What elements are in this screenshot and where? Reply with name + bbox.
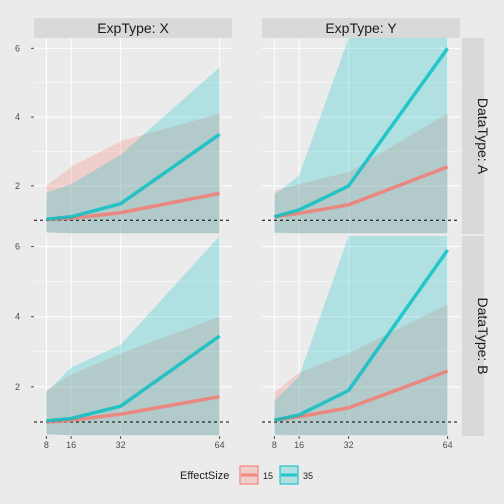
panel-background (34, 38, 232, 234)
ribbon-effectsize-35 (46, 236, 220, 436)
legend-item-label: 15 (263, 471, 273, 481)
x-tick-label: 16 (294, 440, 304, 450)
panel-2-1: 2 4 6 8 16 32 64 (15, 236, 232, 450)
column-strip-label: ExpType: X (97, 20, 169, 36)
legend-title: EffectSize (180, 470, 229, 482)
y-tick-label: 4 (15, 312, 20, 322)
row-strip-1: DataType: A (462, 38, 491, 234)
column-strip-bg (262, 18, 460, 38)
panel-plot-area (262, 38, 460, 234)
column-strip-1: ExpType: X (34, 18, 232, 38)
panel-background (34, 236, 232, 436)
panel-plot-area (34, 67, 232, 234)
x-tick-label: 32 (344, 440, 354, 450)
legend-item-15: 15 (239, 465, 273, 485)
y-tick-label: 2 (15, 181, 20, 191)
x-tick-label: 8 (272, 440, 277, 450)
line-effectsize-35 (273, 47, 450, 219)
column-strip-2: ExpType: Y (262, 18, 460, 38)
row-strip-bg (462, 38, 484, 234)
panel-1-1: 2 4 6 (15, 38, 232, 234)
y-tick-label: 6 (15, 43, 20, 53)
legend-item-label: 35 (303, 471, 313, 481)
ribbon-effectsize-35 (46, 67, 220, 234)
y-tick-label: 6 (15, 242, 20, 252)
x-tick-label: 64 (443, 440, 453, 450)
x-tick-label: 64 (215, 440, 225, 450)
line-effectsize-35 (46, 132, 221, 221)
x-tick-label: 8 (44, 440, 49, 450)
x-tick-label: 16 (66, 440, 76, 450)
column-strip-bg (34, 18, 232, 38)
y-tick-label: 4 (15, 112, 20, 122)
line-effectsize-35 (274, 248, 450, 422)
row-strip-label: DataType: A (475, 98, 491, 175)
line-effectsize-35 (46, 334, 221, 423)
x-tick-label: 32 (116, 440, 126, 450)
panel-plot-area (262, 236, 460, 436)
legend: EffectSize 15 35 (180, 465, 313, 485)
y-tick-label: 2 (15, 382, 20, 392)
panel-plot-area (34, 236, 232, 436)
row-strip-bg (462, 236, 484, 436)
row-strip-2: DataType: B (462, 236, 491, 436)
column-strip-label: ExpType: Y (325, 20, 397, 36)
ribbon-effectsize-15 (274, 113, 448, 234)
panel-2-2: 8 16 32 64 (262, 236, 460, 450)
panel-1-2 (262, 38, 460, 234)
row-strip-label: DataType: B (475, 297, 491, 374)
legend-item-35: 35 (279, 465, 313, 485)
